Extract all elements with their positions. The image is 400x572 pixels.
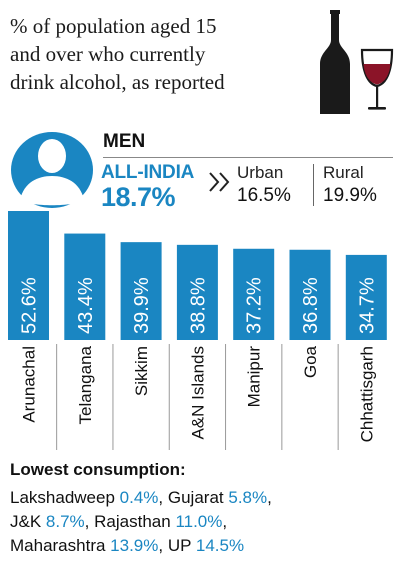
bar-value-label: 39.9%: [131, 277, 153, 334]
lowest-line: J&K 8.7%, Rajasthan 11.0%,: [10, 510, 395, 534]
wine-bottle-icon: [320, 10, 350, 114]
separator: ,: [84, 512, 90, 531]
men-label: MEN: [103, 131, 146, 152]
all-india-value: 18.7%: [101, 182, 176, 212]
bar-value-label: 34.7%: [356, 277, 378, 334]
drinks-illustration: [320, 10, 394, 114]
bar: [64, 233, 106, 340]
bar: [289, 249, 331, 340]
category-label: A&N Islands: [188, 346, 207, 440]
state-value: 0.4%: [119, 488, 159, 507]
urban-value: 16.5%: [237, 185, 291, 206]
lowest-consumption-list: Lakshadweep 0.4%, Gujarat 5.8%, J&K 8.7%…: [10, 486, 395, 558]
bar: [8, 211, 49, 340]
chevron-right-icon: [209, 172, 230, 192]
state-name: J&K: [10, 512, 42, 531]
rural-label: Rural: [323, 163, 364, 182]
separator: ,: [267, 488, 272, 507]
separator: ,: [158, 536, 164, 555]
category-label: Sikkim: [132, 346, 151, 396]
category-label: Arunachal: [20, 346, 39, 423]
state-value: 5.8%: [228, 488, 268, 507]
state-value: 13.9%: [110, 536, 159, 555]
separator: ,: [222, 512, 228, 531]
state-name: Lakshadweep: [10, 488, 115, 507]
title-line: and over who currently: [10, 42, 206, 66]
state-name: Maharashtra: [10, 536, 106, 555]
divider: [313, 164, 314, 206]
state-name: UP: [167, 536, 192, 555]
person-icon: [11, 132, 93, 208]
lowest-consumption-title: Lowest consumption:: [10, 460, 186, 479]
bar-value-label: 37.2%: [244, 277, 266, 334]
all-india-label: ALL-INDIA: [101, 162, 195, 183]
bar-value-label: 36.8%: [300, 277, 322, 334]
state-name: Rajasthan: [94, 512, 171, 531]
separator: ,: [158, 488, 164, 507]
bar-value-label: 52.6%: [19, 277, 41, 334]
bar: [176, 244, 218, 340]
state-value: 14.5%: [195, 536, 245, 555]
chart-title: % of population aged 15 and over who cur…: [10, 12, 310, 96]
bar: [233, 248, 275, 340]
title-line: drink alcohol, as reported: [10, 70, 225, 94]
bar: [345, 254, 387, 340]
wine-glass-icon: [360, 48, 394, 110]
category-label: Telangana: [76, 345, 95, 424]
category-label: Chhattisgarh: [357, 346, 376, 442]
bar: [120, 242, 162, 340]
bar-value-label: 38.8%: [187, 277, 209, 334]
divider: [103, 157, 393, 158]
title-line: % of population aged 15: [10, 14, 217, 38]
lowest-line: Lakshadweep 0.4%, Gujarat 5.8%,: [10, 486, 395, 510]
rural-value: 19.9%: [323, 185, 377, 206]
lowest-line: Maharashtra 13.9%, UP 14.5%: [10, 534, 395, 558]
bar-value-label: 43.4%: [75, 277, 97, 334]
category-label: Goa: [301, 345, 320, 378]
category-label: Manipur: [245, 346, 264, 408]
state-value: 8.7%: [45, 512, 85, 531]
state-value: 11.0%: [175, 512, 223, 531]
state-name: Gujarat: [167, 488, 224, 507]
urban-label: Urban: [237, 163, 284, 182]
